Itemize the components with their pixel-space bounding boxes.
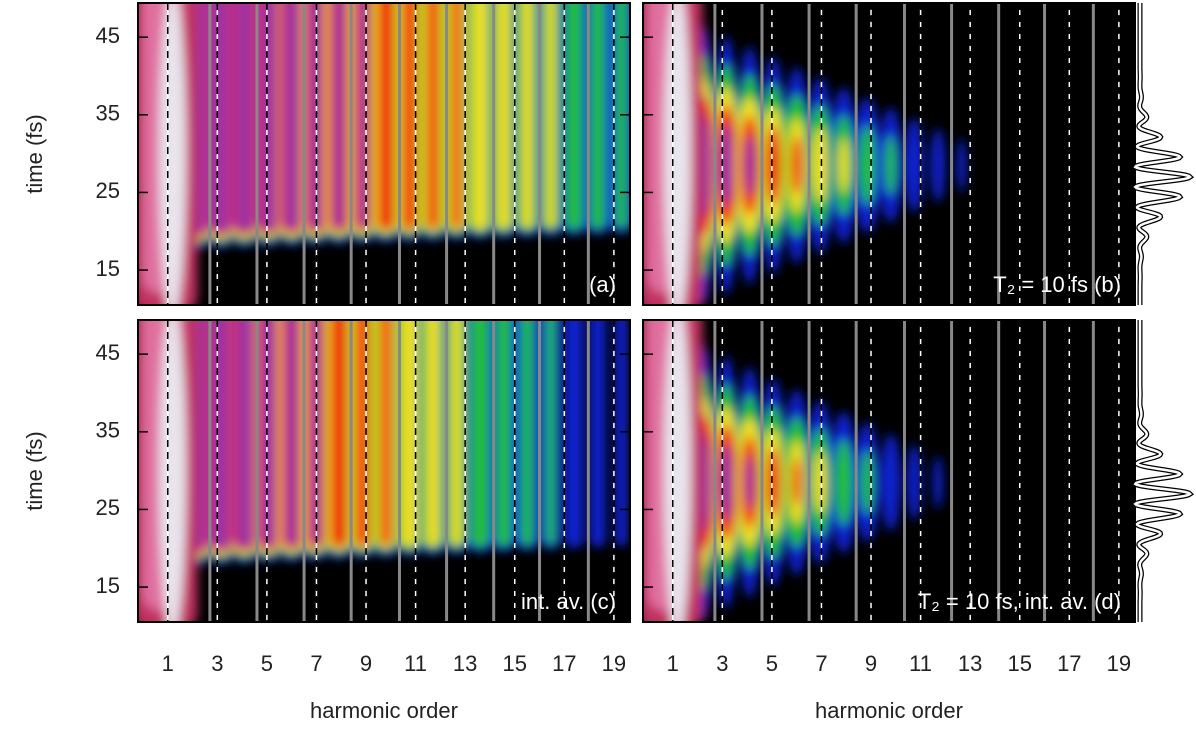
x-tick-label: 19 bbox=[1107, 651, 1131, 676]
heatmap bbox=[138, 320, 630, 622]
x-axis-label: harmonic order bbox=[310, 698, 458, 723]
y-tick-label: 45 bbox=[96, 340, 120, 365]
panel-annotation: int. av. (c) bbox=[521, 589, 616, 614]
x-tick-label: 15 bbox=[1008, 651, 1032, 676]
y-tick-label: 15 bbox=[96, 573, 120, 598]
pulse-envelope bbox=[1133, 320, 1193, 622]
y-tick-label: 15 bbox=[96, 256, 120, 281]
panel-frame bbox=[642, 2, 1136, 306]
x-tick-label: 9 bbox=[865, 651, 877, 676]
heatmap bbox=[643, 3, 1135, 305]
x-tick-label: 5 bbox=[766, 651, 778, 676]
y-tick-label: 45 bbox=[96, 23, 120, 48]
pulse-envelope bbox=[1131, 320, 1195, 622]
panel-frame bbox=[137, 2, 631, 306]
x-tick-label: 7 bbox=[310, 651, 322, 676]
x-tick-label: 17 bbox=[552, 651, 576, 676]
x-tick-label: 13 bbox=[958, 651, 982, 676]
x-tick-label: 11 bbox=[909, 651, 932, 676]
x-tick-label: 9 bbox=[360, 651, 372, 676]
x-tick-label: 17 bbox=[1057, 651, 1081, 676]
x-tick-label: 7 bbox=[815, 651, 827, 676]
panel-frame bbox=[137, 319, 631, 623]
panel-frame bbox=[642, 319, 1136, 623]
x-tick-label: 1 bbox=[667, 651, 679, 676]
heat-blobs bbox=[643, 3, 967, 305]
panel-annotation: T₂ = 10 fs (b) bbox=[993, 272, 1121, 297]
y-tick-label: 25 bbox=[96, 178, 120, 203]
x-tick-label: 15 bbox=[503, 651, 527, 676]
heat-blobs bbox=[138, 3, 630, 305]
y-tick-label: 35 bbox=[96, 418, 120, 443]
pulse-envelope bbox=[1131, 3, 1195, 305]
heat-blobs bbox=[643, 320, 943, 622]
x-tick-label: 13 bbox=[453, 651, 477, 676]
pulse-envelope bbox=[1133, 3, 1193, 305]
y-tick-label: 25 bbox=[96, 495, 120, 520]
heatmap bbox=[643, 320, 1135, 622]
x-tick-label: 1 bbox=[162, 651, 174, 676]
panel-annotation: (a) bbox=[589, 272, 616, 297]
x-tick-label: 19 bbox=[602, 651, 626, 676]
y-axis-label: time (fs) bbox=[22, 431, 47, 510]
panel-annotation: T₂ = 10 fs, int. av. (d) bbox=[918, 589, 1121, 614]
heatmap bbox=[138, 3, 630, 305]
y-tick-label: 35 bbox=[96, 101, 120, 126]
y-axis-label: time (fs) bbox=[22, 114, 47, 193]
x-axis-label: harmonic order bbox=[815, 698, 963, 723]
x-tick-label: 11 bbox=[404, 651, 427, 676]
x-tick-label: 3 bbox=[716, 651, 728, 676]
x-tick-label: 3 bbox=[211, 651, 223, 676]
x-tick-label: 5 bbox=[261, 651, 273, 676]
